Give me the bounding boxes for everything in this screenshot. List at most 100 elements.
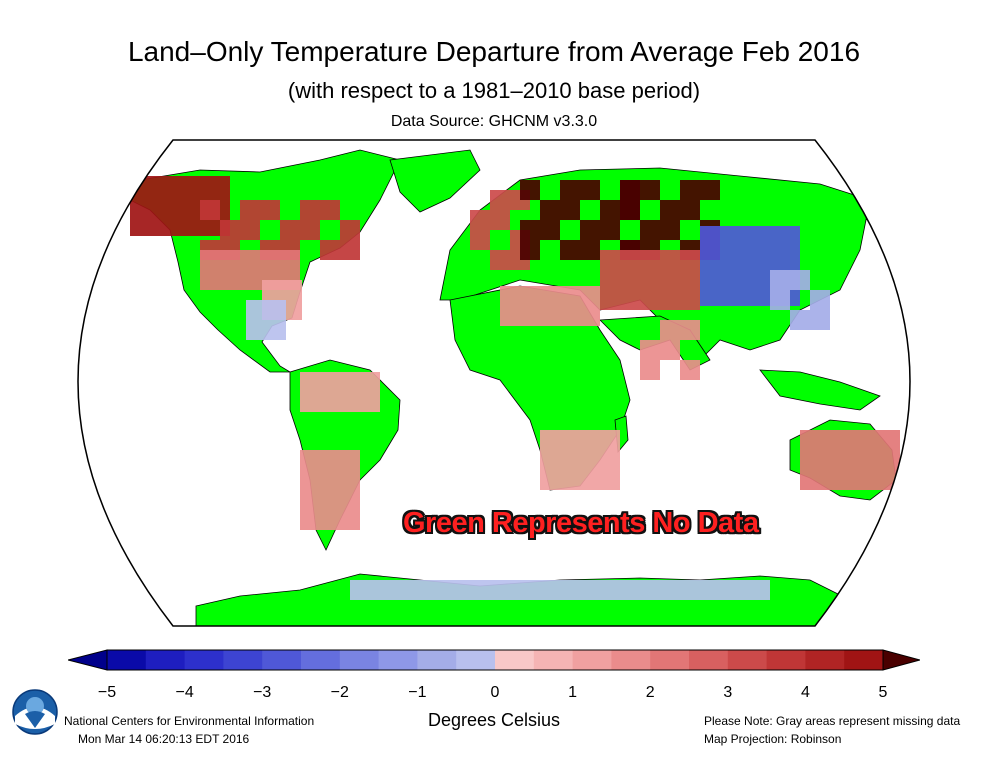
colorbar-frame	[106, 649, 884, 671]
anomaly-cell	[600, 430, 620, 450]
noaa-logo	[12, 689, 58, 735]
anomaly-cell	[220, 270, 240, 290]
anomaly-cell	[300, 510, 320, 530]
anomaly-cell	[490, 210, 510, 230]
colorbar-units-label: Degrees Celsius	[427, 710, 561, 730]
anomaly-cell	[130, 196, 150, 216]
anomaly-cell	[680, 180, 700, 200]
anomaly-cell	[640, 360, 660, 380]
anomaly-cell	[340, 470, 360, 490]
anomaly-cell	[190, 216, 210, 236]
anomaly-cell	[520, 240, 540, 260]
colorbar-tick-label: 3	[723, 684, 733, 701]
anomaly-cell	[540, 470, 560, 490]
anomaly-cell	[300, 220, 320, 240]
anomaly-cell	[660, 290, 680, 310]
anomaly-cell	[880, 450, 900, 470]
anomaly-cell	[550, 580, 570, 600]
anomaly-cell	[410, 580, 430, 600]
anomaly-cell	[340, 220, 360, 240]
anomaly-cell	[200, 250, 220, 270]
anomaly-cell	[670, 580, 690, 600]
anomaly-cell	[340, 490, 360, 510]
anomaly-cell	[720, 266, 740, 286]
anomaly-cell	[600, 470, 620, 490]
anomaly-cell	[620, 200, 640, 220]
anomaly-cell	[520, 220, 540, 240]
anomaly-cell	[520, 180, 540, 200]
anomaly-cell	[924, 508, 944, 528]
anomaly-cell	[530, 580, 550, 600]
anomaly-cell	[560, 240, 580, 260]
anomaly-cell	[320, 240, 340, 260]
anomaly-cell	[340, 392, 360, 412]
anomaly-cell	[560, 306, 580, 326]
anomaly-cell	[360, 372, 380, 392]
anomaly-cell	[720, 226, 740, 246]
anomaly-cell	[260, 200, 280, 220]
anomaly-cell	[860, 430, 880, 450]
anomaly-cell	[620, 290, 640, 310]
anomaly-cell	[560, 180, 580, 200]
anomaly-cell	[690, 580, 710, 600]
colorbar-swatch	[805, 650, 845, 670]
anomaly-cell	[340, 510, 360, 530]
colorbar-swatch	[533, 650, 574, 670]
anomaly-cell	[740, 266, 760, 286]
anomaly-cell	[700, 226, 720, 246]
anomaly-cell	[300, 372, 320, 392]
colorbar-tick-label: −1	[408, 684, 427, 701]
anomaly-cell	[800, 430, 820, 450]
anomaly-cell	[640, 340, 660, 360]
anomaly-cell	[220, 220, 240, 240]
anomaly-cell	[262, 280, 282, 300]
timestamp: Mon Mar 14 06:20:13 EDT 2016	[78, 732, 250, 746]
colorbar-extend-high	[882, 649, 920, 671]
anomaly-cell	[150, 216, 170, 236]
anomaly-cell	[580, 240, 600, 260]
anomaly-cell	[470, 210, 490, 230]
land-layer	[129, 149, 944, 626]
anomaly-cell	[740, 246, 760, 266]
missing-data-note: Please Note: Gray areas represent missin…	[704, 714, 961, 728]
anomaly-cell	[300, 450, 320, 470]
anomaly-cell	[580, 220, 600, 240]
anomaly-cell	[340, 372, 360, 392]
anomaly-cell	[320, 470, 340, 490]
anomaly-cell	[680, 290, 700, 310]
anomaly-cell	[300, 490, 320, 510]
anomaly-cell	[490, 250, 510, 270]
anomaly-cell	[640, 250, 660, 270]
anomaly-cell	[680, 250, 700, 270]
anomaly-cell	[320, 490, 340, 510]
anomaly-cell	[320, 372, 340, 392]
anomaly-cell	[840, 470, 860, 490]
anomaly-cell	[660, 220, 680, 240]
colorbar-swatch	[572, 650, 612, 670]
colorbar-extend-low	[68, 649, 108, 671]
anomaly-cell	[300, 470, 320, 490]
anomaly-cell	[170, 176, 190, 196]
anomaly-cell	[660, 320, 680, 340]
anomaly-cell	[740, 286, 760, 306]
anomaly-cell	[840, 450, 860, 470]
anomaly-cell	[130, 216, 150, 236]
colorbar-tick-label: 2	[645, 684, 655, 701]
anomaly-cell	[790, 310, 810, 330]
colorbar-swatch	[650, 650, 690, 670]
anomaly-cell	[430, 580, 450, 600]
anomaly-cell	[150, 196, 170, 216]
anomaly-cell	[320, 510, 340, 530]
colorbar-swatch	[611, 650, 651, 670]
anomaly-cell	[580, 286, 600, 306]
anomaly-cell	[620, 250, 640, 270]
anomaly-cell	[266, 320, 286, 340]
anomaly-cell	[340, 450, 360, 470]
anomaly-cell	[840, 430, 860, 450]
anomaly-cell	[170, 196, 190, 216]
anomaly-cell	[540, 306, 560, 326]
anomaly-cell	[660, 340, 680, 360]
map-subtitle: (with respect to a 1981–2010 base period…	[287, 78, 701, 103]
anomaly-cell	[360, 392, 380, 412]
anomaly-cell	[200, 270, 220, 290]
